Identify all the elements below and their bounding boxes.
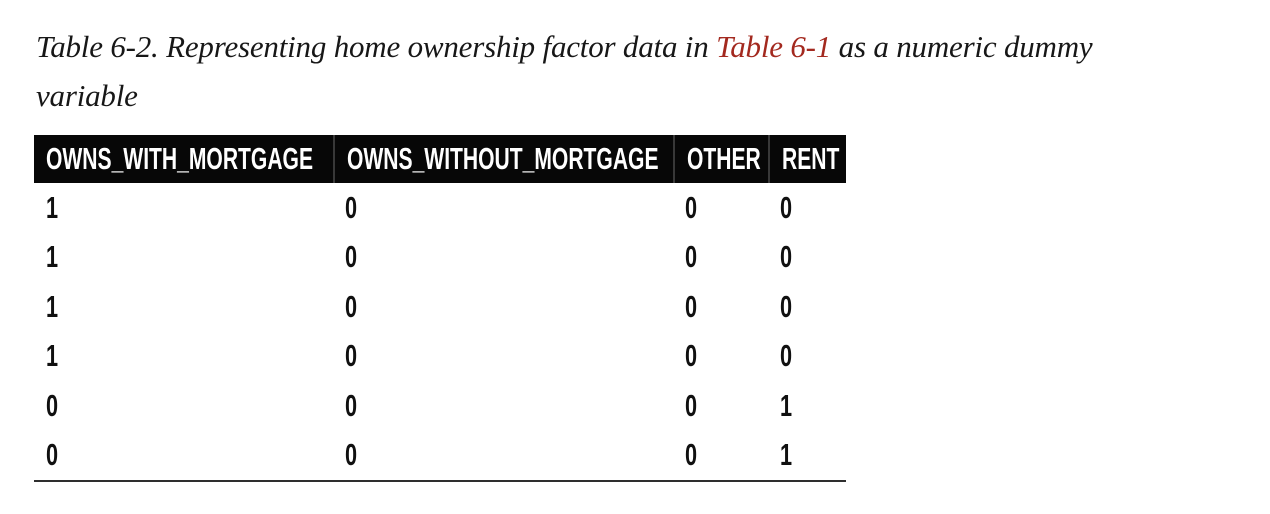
cell-value: 0 — [685, 288, 698, 324]
table-cell: 0 — [673, 381, 768, 431]
table-cell: 0 — [768, 332, 846, 382]
column-header-owns-without-mortgage: OWNS_WITHOUT_MORTGAGE — [333, 135, 673, 183]
table-cell: 1 — [34, 233, 333, 283]
cell-value: 1 — [780, 437, 793, 473]
table-cell: 0 — [673, 332, 768, 382]
cell-value: 0 — [345, 189, 358, 225]
cell-value: 0 — [780, 338, 793, 374]
table-cell: 0 — [673, 233, 768, 283]
table-cell: 1 — [34, 332, 333, 382]
table-cell: 1 — [768, 381, 846, 431]
table-header-row: OWNS_WITH_MORTGAGE OWNS_WITHOUT_MORTGAGE… — [34, 135, 846, 183]
cell-value: 1 — [46, 338, 59, 374]
cell-value: 0 — [780, 189, 793, 225]
cell-value: 0 — [685, 338, 698, 374]
cell-value: 1 — [46, 288, 59, 324]
table-row: 1 0 0 0 — [34, 282, 846, 332]
cell-value: 0 — [685, 239, 698, 275]
cell-value: 0 — [345, 338, 358, 374]
column-header-label: RENT — [782, 141, 840, 176]
cell-value: 0 — [685, 189, 698, 225]
table-cell: 0 — [333, 282, 673, 332]
cell-value: 0 — [345, 288, 358, 324]
table-cell: 0 — [673, 183, 768, 233]
column-header-label: OWNS_WITH_MORTGAGE — [46, 141, 314, 176]
table-cell: 0 — [333, 332, 673, 382]
table-cell: 0 — [768, 233, 846, 283]
table-row: 1 0 0 0 — [34, 183, 846, 233]
column-header-rent: RENT — [768, 135, 846, 183]
table-row: 0 0 0 1 — [34, 430, 846, 481]
cell-value: 1 — [46, 189, 59, 225]
table-cell: 1 — [34, 183, 333, 233]
column-header-label: OTHER — [687, 141, 761, 176]
table-row: 0 0 0 1 — [34, 381, 846, 431]
caption-text-after-link: as a numeric dummy — [831, 29, 1093, 64]
table-cell: 0 — [768, 282, 846, 332]
column-header-owns-with-mortgage: OWNS_WITH_MORTGAGE — [34, 135, 333, 183]
table-cell: 0 — [333, 183, 673, 233]
cell-value: 0 — [780, 288, 793, 324]
table-cell: 0 — [34, 431, 333, 481]
cell-value: 1 — [46, 239, 59, 275]
table-cell: 1 — [34, 282, 333, 332]
cell-value: 0 — [345, 239, 358, 275]
table-cell: 0 — [333, 431, 673, 481]
table-cell: 0 — [673, 431, 768, 481]
table-caption: Table 6-2. Representing home ownership f… — [36, 22, 1256, 120]
cell-value: 0 — [780, 239, 793, 275]
table-cell: 0 — [333, 381, 673, 431]
table-cell: 0 — [34, 381, 333, 431]
cell-value: 0 — [46, 387, 59, 423]
column-header-other: OTHER — [673, 135, 768, 183]
table-row: 1 0 0 0 — [34, 331, 846, 382]
table-6-1-link[interactable]: Table 6-1 — [716, 29, 832, 64]
table-cell: 1 — [768, 431, 846, 481]
caption-line-2: variable — [36, 78, 138, 113]
cell-value: 0 — [46, 437, 59, 473]
cell-value: 0 — [685, 437, 698, 473]
table-row: 1 0 0 0 — [34, 232, 846, 283]
table-cell: 0 — [768, 183, 846, 233]
caption-line-1: Table 6-2. Representing home ownership f… — [36, 22, 1256, 71]
cell-value: 0 — [685, 387, 698, 423]
dummy-variable-table: OWNS_WITH_MORTGAGE OWNS_WITHOUT_MORTGAGE… — [34, 135, 846, 482]
cell-value: 0 — [345, 387, 358, 423]
column-header-label: OWNS_WITHOUT_MORTGAGE — [347, 141, 659, 176]
cell-value: 1 — [780, 387, 793, 423]
table-cell: 0 — [673, 282, 768, 332]
table-cell: 0 — [333, 233, 673, 283]
cell-value: 0 — [345, 437, 358, 473]
caption-text-before-link: Table 6-2. Representing home ownership f… — [36, 29, 717, 64]
